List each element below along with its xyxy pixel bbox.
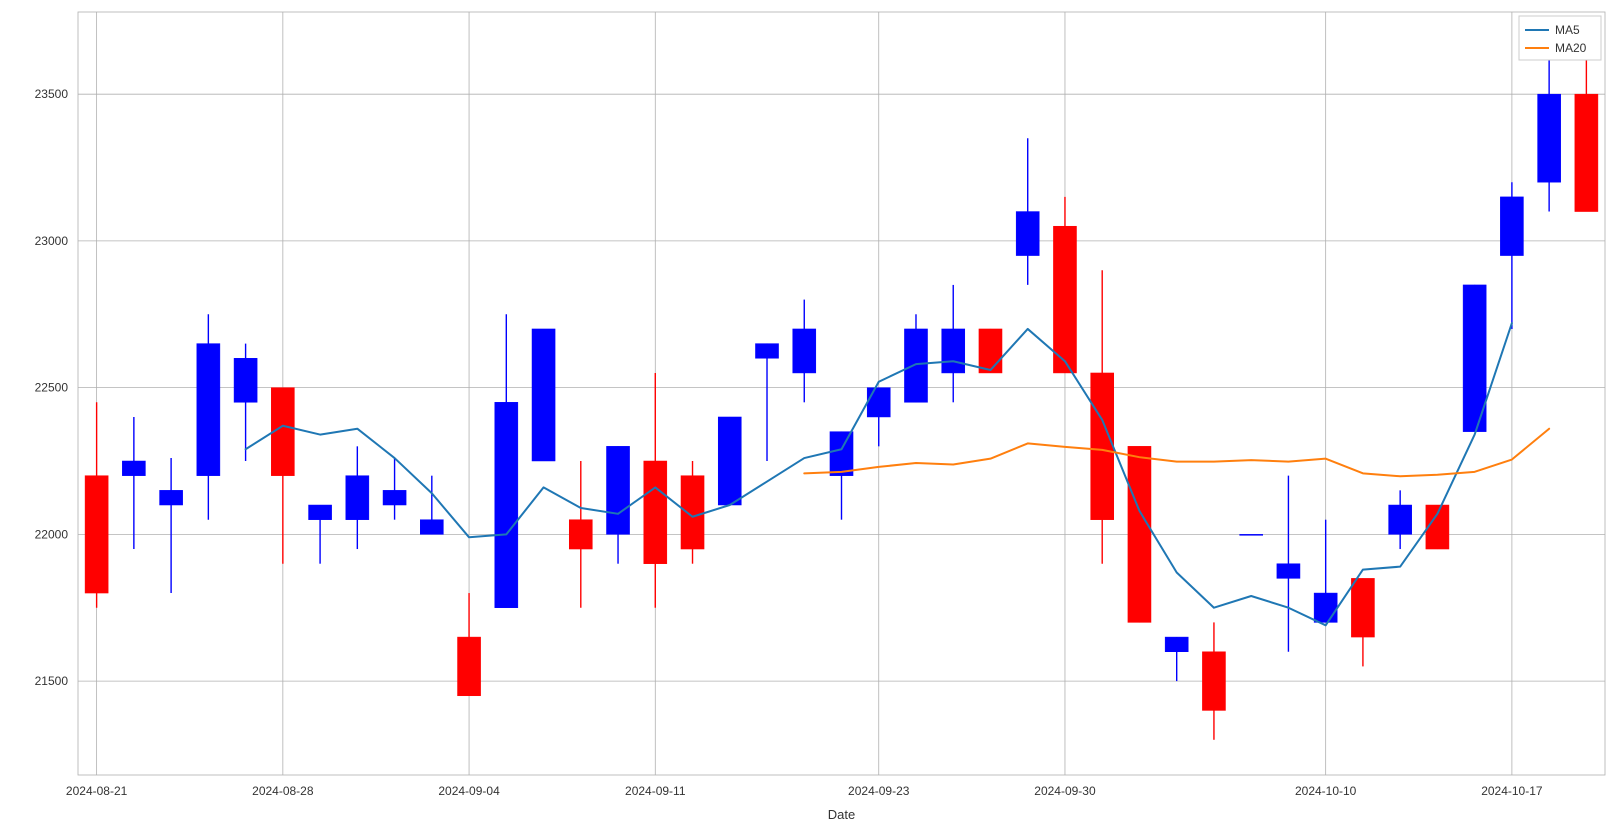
candle-body: [755, 344, 778, 359]
candle-body: [197, 344, 220, 476]
x-tick-label: 2024-08-21: [66, 784, 128, 798]
y-tick-label: 21500: [35, 674, 69, 688]
x-tick-label: 2024-10-17: [1481, 784, 1543, 798]
x-tick-label: 2024-09-04: [438, 784, 500, 798]
candlestick-chart: 21500 22000 22500 23000 23500 2024-08-21 2024-…: [0, 0, 1623, 833]
candle-body: [1165, 637, 1188, 652]
candle-body: [1389, 505, 1412, 534]
candle-body: [681, 476, 704, 549]
x-axis-label: Date: [828, 807, 855, 822]
ma20-line: [804, 429, 1549, 477]
x-tick-label: 2024-09-11: [625, 784, 686, 798]
candle-body: [793, 329, 816, 373]
candle-body: [606, 446, 629, 534]
x-tick-label: 2024-08-28: [252, 784, 314, 798]
candle-body: [420, 520, 443, 535]
candle-body: [830, 432, 853, 476]
legend: MA5 MA20: [1519, 16, 1601, 60]
candle-body: [1240, 534, 1263, 535]
candle-body: [1053, 226, 1076, 373]
candle-body: [1500, 197, 1523, 256]
candle-body: [1202, 652, 1225, 711]
y-tick-label: 23500: [35, 87, 69, 101]
candle-body: [495, 402, 518, 607]
candle-body: [1128, 446, 1151, 622]
x-tick-label: 2024-10-10: [1295, 784, 1357, 798]
candle-body: [1575, 94, 1598, 211]
candle-body: [85, 476, 108, 593]
candle-body: [942, 329, 965, 373]
x-tick-label: 2024-09-23: [848, 784, 910, 798]
y-tick-label: 22500: [35, 381, 69, 395]
y-tick-label: 23000: [35, 234, 69, 248]
x-tick-label: 2024-09-30: [1034, 784, 1096, 798]
chart-svg: 21500 22000 22500 23000 23500 2024-08-21 2024-…: [0, 0, 1623, 833]
legend-label: MA5: [1555, 23, 1580, 37]
candle-body: [1351, 578, 1374, 637]
candle-body: [569, 520, 592, 549]
candle-body: [1538, 94, 1561, 182]
candle-body: [867, 388, 890, 417]
plot-area: [78, 12, 1605, 775]
candle-body: [1091, 373, 1114, 520]
candle-body: [1016, 212, 1039, 256]
candle-body: [1277, 564, 1300, 579]
candle-body: [234, 358, 257, 402]
candle-body: [122, 461, 145, 476]
candle-body: [1314, 593, 1337, 622]
candle-body: [644, 461, 667, 564]
candle-body: [346, 476, 369, 520]
candle-body: [904, 329, 927, 402]
candle-body: [458, 637, 481, 696]
candle-body: [309, 505, 332, 520]
candle-body: [160, 490, 183, 505]
candle-body: [979, 329, 1002, 373]
candle-body: [718, 417, 741, 505]
candle-body: [383, 490, 406, 505]
y-tick-label: 22000: [35, 527, 69, 541]
candle-body: [532, 329, 555, 461]
legend-label: MA20: [1555, 41, 1587, 55]
